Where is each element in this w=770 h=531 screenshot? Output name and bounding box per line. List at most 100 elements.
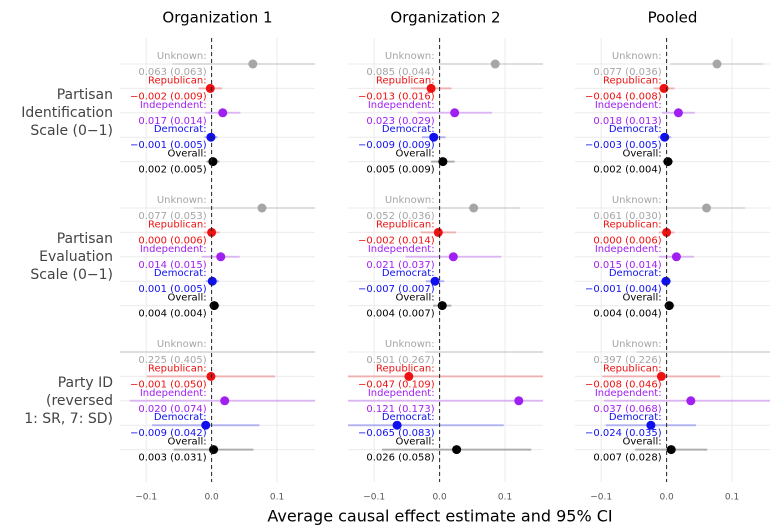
value-label: −0.004 (0.008)	[585, 91, 662, 102]
value-label: 0.004 (0.004)	[593, 309, 661, 320]
value-label: 0.063 (0.063)	[138, 67, 206, 78]
group-label: Democrat:	[609, 412, 662, 423]
value-label: 0.077 (0.036)	[593, 67, 661, 78]
column-title: Organization 2	[390, 9, 500, 27]
column-title: Organization 1	[162, 9, 272, 27]
value-label: −0.024 (0.035)	[585, 428, 662, 439]
point	[663, 157, 673, 167]
value-label: 0.007 (0.028)	[593, 453, 661, 464]
value-label: −0.009 (0.042)	[130, 428, 207, 439]
group-label: Republican:	[603, 363, 662, 374]
value-label: 0.037 (0.068)	[593, 404, 661, 415]
value-label: −0.013 (0.016)	[358, 91, 435, 102]
group-label: Democrat:	[382, 124, 435, 135]
group-label: Overall:	[623, 149, 662, 160]
value-label: 0.026 (0.058)	[366, 453, 434, 464]
row-label: Partisan	[57, 87, 113, 103]
value-label: −0.001 (0.005)	[130, 140, 207, 151]
point	[433, 227, 443, 237]
group-label: Unknown:	[385, 339, 435, 350]
value-label: 0.225 (0.405)	[138, 355, 206, 366]
point	[671, 252, 681, 262]
x-axis-title: Average causal effect estimate and 95% C…	[267, 507, 612, 526]
value-label: 0.121 (0.173)	[366, 404, 434, 415]
group-label: Independent:	[140, 100, 207, 111]
panel	[120, 351, 315, 455]
point	[216, 252, 226, 262]
group-label: Independent:	[140, 388, 207, 399]
value-label: 0.061 (0.030)	[593, 211, 661, 222]
group-label: Democrat:	[154, 268, 207, 279]
x-tick-label: 0.1	[725, 493, 739, 503]
x-tick-label: 0.0	[432, 493, 447, 503]
point	[207, 276, 217, 286]
group-label: Independent:	[595, 244, 662, 255]
value-label: −0.003 (0.005)	[585, 140, 662, 151]
value-label: −0.008 (0.046)	[585, 379, 662, 390]
group-label: Unknown:	[157, 51, 207, 62]
point	[450, 108, 460, 118]
point	[209, 445, 219, 455]
group-label: Overall:	[623, 293, 662, 304]
value-label: 0.077 (0.053)	[138, 211, 206, 222]
value-label: −0.002 (0.014)	[358, 235, 435, 246]
value-label: −0.002 (0.009)	[130, 91, 207, 102]
point	[662, 227, 672, 237]
point	[206, 132, 216, 142]
group-label: Republican:	[376, 363, 435, 374]
group-label: Democrat:	[609, 124, 662, 135]
point	[209, 301, 219, 311]
group-label: Overall:	[168, 293, 207, 304]
row-label: Party ID	[58, 375, 113, 391]
value-label: 0.023 (0.029)	[366, 116, 434, 127]
panel	[348, 59, 543, 167]
row-label: Evaluation	[39, 249, 113, 265]
point	[404, 371, 414, 381]
group-label: Overall:	[396, 149, 435, 160]
value-label: 0.085 (0.044)	[366, 67, 434, 78]
point	[448, 252, 458, 262]
point	[207, 227, 217, 237]
x-tick-label: 0.1	[270, 493, 284, 503]
point	[661, 276, 671, 286]
point	[201, 420, 211, 430]
group-label: Republican:	[148, 219, 207, 230]
value-label: 0.501 (0.267)	[366, 355, 434, 366]
point	[490, 59, 500, 69]
value-label: 0.015 (0.014)	[593, 260, 661, 271]
value-label: 0.052 (0.036)	[366, 211, 434, 222]
value-label: 0.020 (0.074)	[138, 404, 206, 415]
point	[664, 301, 674, 311]
group-label: Unknown:	[612, 339, 662, 350]
value-label: 0.017 (0.014)	[138, 116, 206, 127]
panel	[120, 203, 315, 311]
point	[469, 203, 479, 213]
row-label: (reversed	[46, 393, 113, 409]
group-label: Republican:	[148, 363, 207, 374]
value-label: 0.004 (0.004)	[138, 309, 206, 320]
point	[218, 108, 228, 118]
group-label: Republican:	[376, 219, 435, 230]
group-label: Overall:	[396, 293, 435, 304]
x-tick-label: 0.0	[204, 493, 219, 503]
group-label: Democrat:	[609, 268, 662, 279]
point	[437, 301, 447, 311]
value-label: 0.004 (0.007)	[366, 309, 434, 320]
x-tick-label: 0.1	[498, 493, 512, 503]
value-label: 0.021 (0.037)	[366, 260, 434, 271]
point	[248, 59, 258, 69]
value-label: 0.001 (0.005)	[138, 284, 206, 295]
value-label: −0.007 (0.007)	[358, 284, 435, 295]
point	[438, 157, 448, 167]
x-tick-label: −0.1	[135, 493, 157, 503]
group-label: Independent:	[368, 244, 435, 255]
value-label: 0.002 (0.005)	[138, 165, 206, 176]
point	[257, 203, 267, 213]
group-label: Unknown:	[612, 51, 662, 62]
point	[666, 445, 676, 455]
row-label: Partisan	[57, 231, 113, 247]
value-label: −0.001 (0.050)	[130, 379, 207, 390]
value-label: 0.005 (0.009)	[366, 165, 434, 176]
row-label: Scale (0−1)	[30, 267, 113, 283]
